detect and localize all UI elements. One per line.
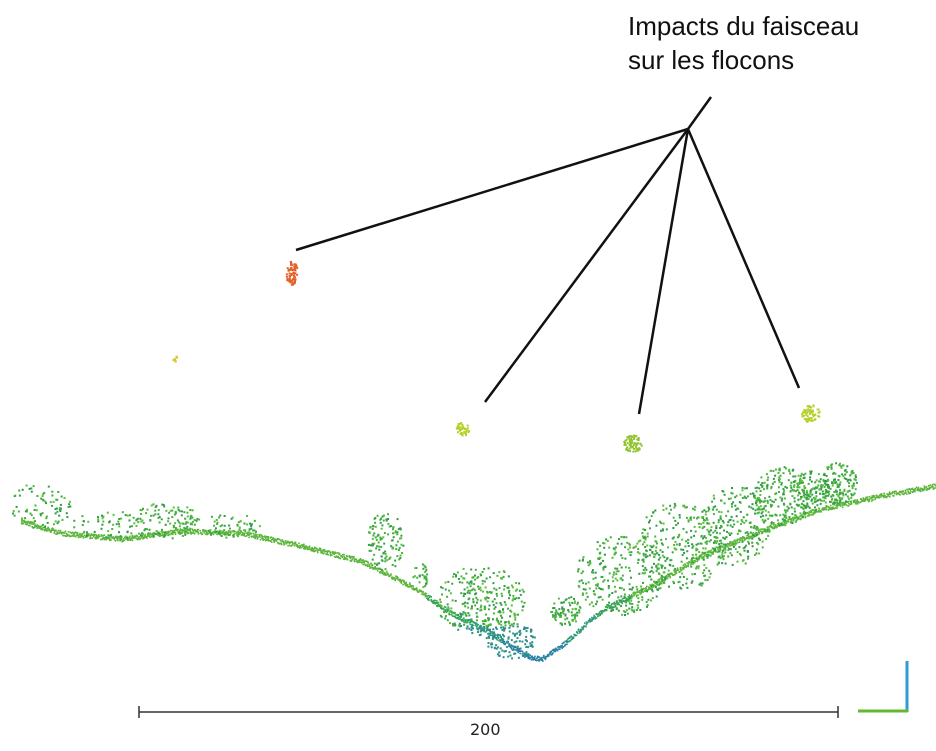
annotation-line-1: Impacts du faisceau bbox=[628, 11, 860, 41]
scale-bar bbox=[138, 706, 839, 718]
axis-indicator-icon bbox=[858, 661, 909, 713]
snowflake-impacts bbox=[172, 260, 821, 453]
leader-line-to-flake-4 bbox=[686, 128, 801, 389]
vegetation-point-cloud bbox=[12, 462, 858, 660]
leader-line-to-flake-2 bbox=[483, 128, 690, 403]
leader-line-to-flake-3 bbox=[637, 128, 690, 415]
leader-lines bbox=[295, 96, 801, 415]
annotation-line-2: sur les flocons bbox=[628, 45, 795, 75]
leader-line-to-orange-flake bbox=[295, 127, 689, 252]
leader-line-stem bbox=[686, 96, 713, 130]
scale-bar-label: 200 bbox=[470, 720, 501, 739]
